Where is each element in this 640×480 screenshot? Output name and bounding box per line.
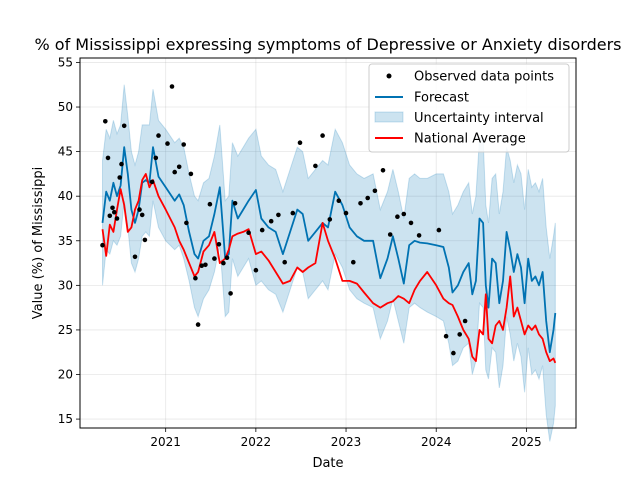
observed-point (188, 171, 194, 177)
observed-point (451, 350, 456, 356)
observed-point (132, 254, 138, 260)
legend-label-uncertainty: Uncertainty interval (414, 111, 544, 126)
plot-frame (79, 57, 577, 429)
y-tick-label: 20 (58, 368, 73, 382)
lines-layer (101, 146, 557, 364)
observed-point (457, 332, 463, 337)
observed-point (100, 242, 105, 248)
x-tick-label: 2024 (421, 435, 452, 449)
y-tick-label: 50 (58, 100, 73, 114)
observed-point (149, 179, 155, 185)
observed-point (228, 291, 233, 296)
x-axis-label: Date (312, 456, 343, 471)
observed-point (408, 220, 414, 226)
observed-point (343, 210, 349, 216)
y-tick-label: 15 (58, 412, 73, 426)
observed-point (224, 255, 230, 260)
observed-point (121, 123, 127, 129)
observed-point (297, 140, 303, 145)
observed-point (107, 213, 113, 219)
observed-point (336, 198, 342, 203)
observed-point (181, 142, 186, 147)
y-tick-label: 25 (58, 323, 73, 337)
observed-points-layer (100, 84, 468, 356)
observed-point (358, 201, 363, 206)
x-tick-label: 2021 (150, 435, 181, 449)
chart-title: % of Mississippi expressing symptoms of … (35, 35, 622, 54)
observed-point (169, 84, 175, 89)
observed-point (172, 169, 177, 175)
observed-point (401, 211, 407, 217)
observed-point (259, 227, 265, 233)
x-tick-label: 2023 (331, 435, 362, 449)
observed-point (365, 195, 371, 201)
observed-point (103, 119, 108, 124)
legend-label-forecast: Forecast (414, 91, 469, 106)
observed-point (156, 133, 161, 138)
observed-point (443, 333, 449, 339)
observed-point (165, 141, 170, 146)
observed-point (282, 259, 288, 265)
observed-point (372, 188, 378, 194)
observed-point (207, 201, 213, 207)
legend-label-national: National Average (414, 132, 526, 147)
observed-point (416, 233, 422, 238)
y-tick-label: 35 (58, 234, 73, 248)
observed-point (232, 201, 238, 206)
observed-point (176, 164, 182, 170)
observed-point (195, 322, 201, 327)
observed-point (351, 259, 356, 265)
observed-point (276, 212, 281, 218)
observed-point (253, 267, 259, 273)
observed-point (216, 242, 222, 247)
y-tick-label: 45 (58, 145, 73, 159)
observed-point (199, 263, 204, 269)
x-tick-label: 2025 (511, 435, 542, 449)
x-tick-label: 2022 (241, 435, 272, 449)
observed-point (114, 216, 120, 221)
x-axis-ticks: 2021 2022 2023 2024 2025 (150, 428, 542, 449)
legend-marker-uncertainty (374, 111, 404, 123)
observed-point (221, 260, 226, 266)
observed-point (327, 217, 333, 222)
observed-point (387, 232, 393, 237)
y-tick-label: 40 (58, 189, 73, 203)
observed-point (462, 318, 468, 324)
observed-point (153, 155, 159, 161)
national-average-line (101, 172, 557, 364)
observed-point (139, 212, 145, 218)
observed-point (142, 237, 148, 243)
observed-point (112, 209, 117, 215)
observed-point (137, 207, 142, 212)
observed-point (193, 275, 198, 281)
observed-point (184, 220, 189, 226)
legend-box (368, 63, 570, 153)
legend: Observed data points Forecast Uncertaint… (368, 63, 570, 153)
observed-point (395, 214, 400, 219)
observed-point (313, 163, 318, 169)
observed-point (380, 168, 386, 173)
observed-point (117, 175, 122, 180)
observed-point (436, 227, 442, 233)
observed-point (119, 161, 124, 167)
observed-point (246, 230, 251, 235)
uncertainty-band-layer (102, 84, 556, 442)
legend-label-observed: Observed data points (414, 70, 554, 85)
y-tick-label: 30 (58, 278, 73, 292)
observed-point (105, 155, 111, 161)
observed-point (203, 262, 208, 268)
uncertainty-band (102, 84, 556, 442)
y-axis-ticks: 15 20 25 30 35 40 45 50 55 (58, 55, 80, 426)
y-axis-label: Value (%) of Mississippi (31, 167, 46, 319)
y-tick-label: 55 (58, 55, 73, 69)
legend-marker-observed (386, 73, 392, 79)
observed-point (212, 256, 217, 261)
observed-point (110, 205, 115, 211)
forecast-line (101, 146, 557, 354)
observed-point (320, 133, 325, 138)
observed-point (268, 218, 274, 224)
observed-point (290, 210, 296, 216)
